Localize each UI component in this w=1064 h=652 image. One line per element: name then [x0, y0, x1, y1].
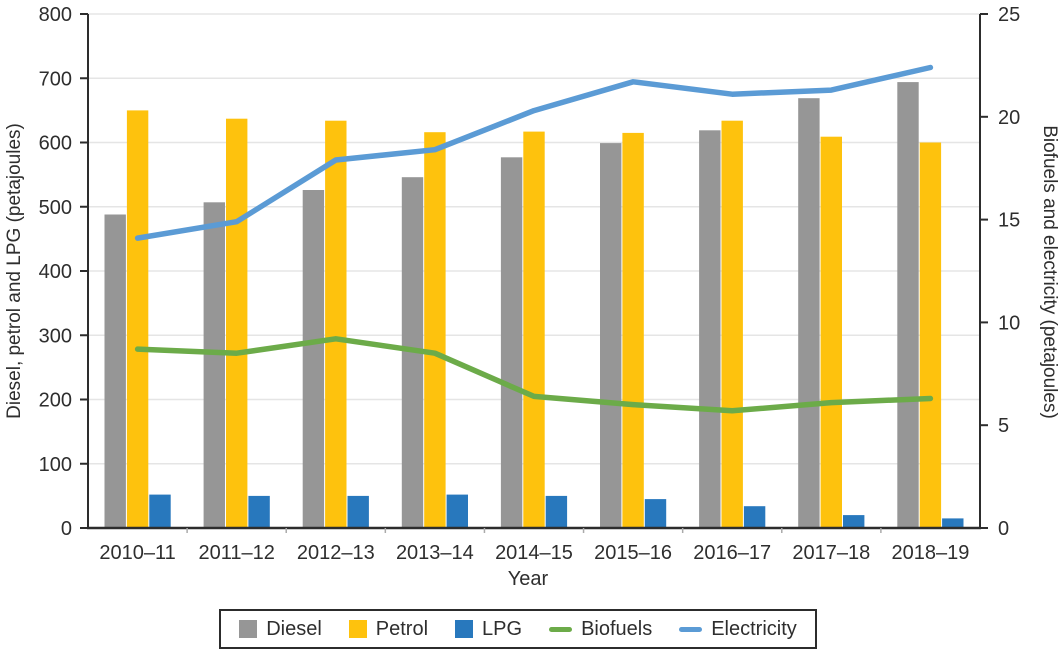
x-category-label: 2014–15	[495, 542, 573, 564]
x-category-label: 2011–12	[198, 542, 274, 564]
diesel-bar	[600, 143, 622, 528]
petrol-bar	[820, 136, 842, 528]
right-tick-label: 20	[998, 107, 1020, 129]
lpg-bar	[644, 499, 667, 528]
lpg-bar	[149, 494, 171, 528]
x-category-label: 2013–14	[396, 542, 474, 564]
electricity-line	[134, 64, 934, 241]
x-category-label: 2010–11	[99, 542, 175, 564]
petrol-bar	[226, 118, 248, 528]
legend-label: Biofuels	[581, 617, 653, 640]
petrol-bar	[721, 120, 743, 528]
right-axis-title: Biofuels and electricity (petajoules)	[1039, 125, 1060, 419]
left-tick-label: 600	[39, 133, 72, 155]
lpg-bar	[347, 495, 369, 528]
line-series-group	[134, 64, 934, 414]
lpg-bar	[545, 495, 568, 528]
left-tick-label: 400	[39, 261, 72, 283]
petrol-bar	[126, 110, 149, 529]
right-tick-label: 15	[998, 210, 1020, 232]
petrol-bar	[919, 142, 942, 528]
x-category-label: 2017–18	[792, 542, 870, 564]
left-tick-label: 0	[61, 518, 72, 540]
legend-swatch-biofuels	[549, 626, 573, 632]
diesel-bar	[302, 190, 325, 528]
right-tick-label: 5	[998, 415, 1009, 437]
x-category-label: 2016–17	[693, 542, 771, 564]
legend-swatch-electricity	[679, 626, 703, 632]
legend-item-diesel: Diesel	[239, 618, 322, 641]
x-category-label: 2015–16	[594, 542, 672, 564]
x-category-label: 2018–19	[892, 542, 970, 564]
legend-swatch-lpg	[455, 620, 474, 638]
left-axis-title: Diesel, petrol and LPG (petajoules)	[4, 123, 25, 419]
bar-series-group	[104, 82, 964, 529]
diesel-bar	[203, 202, 225, 529]
axes-group	[80, 13, 988, 533]
legend-label: Diesel	[266, 617, 322, 640]
left-tick-label: 500	[39, 197, 72, 219]
biofuels-line	[134, 336, 934, 414]
legend-item-biofuels: Biofuels	[549, 618, 652, 641]
diesel-bar	[104, 214, 126, 528]
petrol-bar	[424, 132, 446, 528]
legend-label: Electricity	[711, 617, 797, 640]
petrol-bar	[325, 120, 347, 528]
lpg-bar	[743, 506, 766, 528]
legend-item-petrol: Petrol	[348, 617, 429, 641]
right-tick-label: 10	[998, 312, 1020, 334]
legend-label: LPG	[482, 617, 523, 640]
diesel-bar	[897, 82, 919, 528]
diesel-bar	[500, 157, 523, 529]
tick-labels-group: 0 100 200 300 400 500 600 700 800 0 5 10 15 20 25 2010–…	[39, 4, 1021, 564]
x-axis-title: Year	[508, 568, 549, 590]
lpg-bar	[446, 494, 468, 528]
diesel-bar	[699, 130, 721, 529]
legend-label: Petrol	[375, 617, 429, 640]
legend-item-lpg: LPG	[455, 618, 522, 641]
right-tick-label: 0	[998, 518, 1009, 540]
left-tick-label: 700	[39, 68, 72, 90]
legend: Diesel Petrol LPG Biofuels Electricity	[219, 609, 817, 649]
legend-item-electricity: Electricity	[679, 618, 797, 641]
lpg-bar	[843, 515, 865, 528]
legend-swatch-petrol	[348, 620, 367, 638]
legend-swatch-diesel	[239, 620, 258, 638]
petrol-bar	[622, 132, 644, 528]
x-category-label: 2012–13	[297, 542, 375, 564]
lpg-bar	[248, 495, 270, 528]
diesel-bar	[798, 98, 820, 528]
left-tick-label: 800	[39, 4, 72, 26]
left-tick-label: 200	[39, 390, 72, 412]
petrol-bar	[523, 131, 545, 528]
lpg-bar	[942, 518, 964, 528]
left-tick-label: 300	[39, 325, 72, 347]
left-tick-label: 100	[39, 454, 72, 476]
right-tick-label: 25	[998, 4, 1020, 26]
